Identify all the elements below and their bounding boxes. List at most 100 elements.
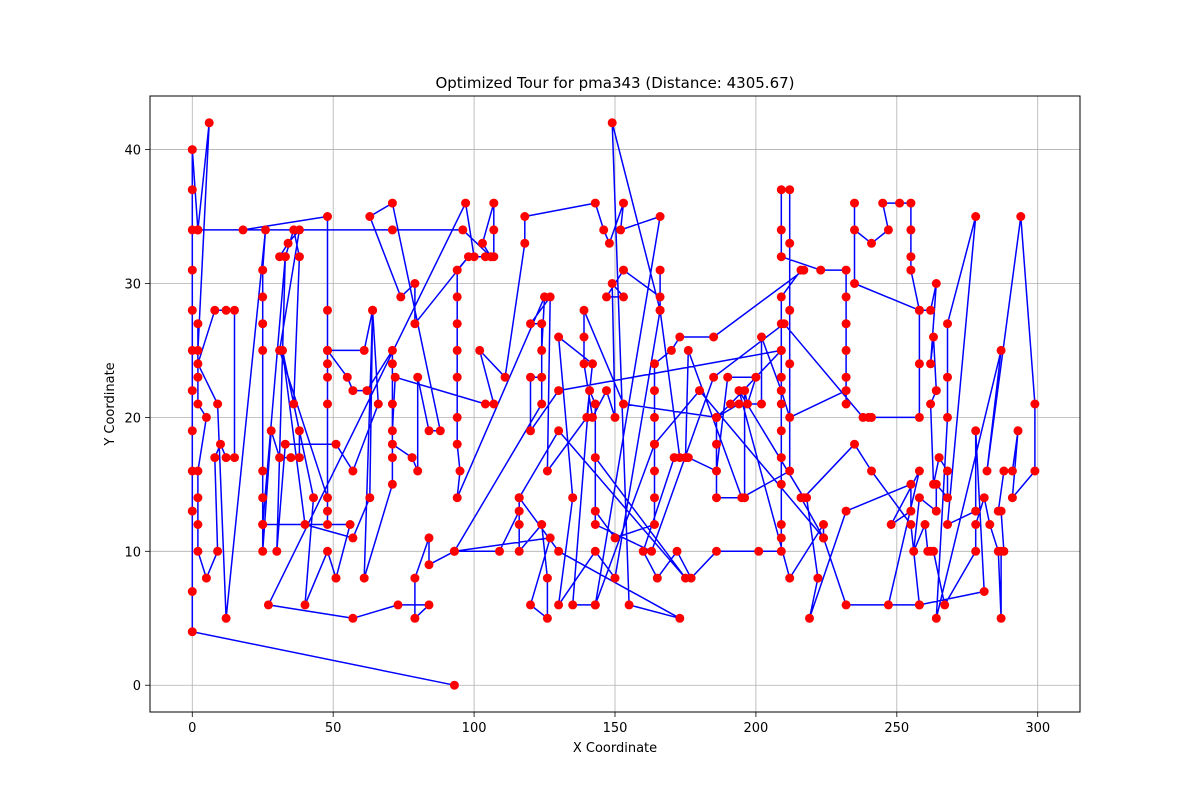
city-point	[579, 359, 589, 369]
city-point	[410, 319, 420, 329]
city-point	[410, 279, 420, 288]
city-point	[979, 493, 989, 503]
city-point	[258, 265, 268, 275]
city-point	[582, 412, 592, 422]
city-point	[387, 426, 397, 436]
city-point	[187, 386, 197, 396]
city-point	[675, 453, 685, 463]
city-point	[424, 533, 434, 543]
city-point	[362, 386, 372, 396]
city-point	[650, 520, 659, 529]
city-point	[776, 372, 786, 382]
city-point	[213, 399, 223, 409]
city-point	[258, 493, 268, 503]
city-point	[520, 238, 530, 248]
city-point	[213, 546, 223, 556]
city-point	[489, 225, 499, 235]
city-point	[348, 466, 358, 476]
city-point	[619, 292, 628, 302]
city-point	[396, 292, 406, 302]
city-point	[841, 506, 851, 516]
y-tick-label: 10	[124, 545, 141, 560]
city-point	[906, 506, 916, 516]
city-point	[331, 439, 341, 449]
city-point	[971, 506, 981, 516]
city-point	[323, 493, 332, 503]
city-point	[655, 292, 665, 302]
city-point	[841, 372, 851, 382]
city-point	[193, 372, 203, 382]
city-point	[850, 279, 859, 288]
city-point	[435, 426, 445, 436]
city-point	[216, 439, 225, 449]
city-point	[193, 359, 203, 369]
city-point	[537, 372, 547, 382]
x-tick-label: 250	[884, 721, 909, 736]
city-point	[776, 546, 786, 556]
city-point	[230, 305, 239, 315]
city-point	[638, 546, 648, 556]
city-point	[785, 305, 795, 315]
city-point	[475, 345, 485, 355]
city-point	[393, 600, 403, 610]
city-point	[799, 493, 809, 503]
city-point	[348, 613, 358, 623]
city-point	[655, 265, 665, 275]
city-point	[650, 386, 659, 396]
city-point	[193, 493, 203, 503]
y-axis-label: Y Coordinate	[103, 362, 118, 446]
city-point	[979, 587, 989, 596]
city-point	[323, 305, 332, 315]
city-point	[590, 399, 600, 409]
city-point	[712, 439, 721, 449]
city-point	[1007, 466, 1017, 476]
city-point	[387, 399, 397, 409]
city-point	[886, 520, 896, 529]
city-point	[619, 265, 628, 275]
city-point	[187, 506, 197, 516]
city-point	[971, 212, 981, 221]
city-point	[712, 412, 721, 422]
city-point	[489, 252, 499, 262]
city-point	[934, 453, 944, 463]
city-point	[982, 466, 992, 476]
city-point	[258, 319, 268, 329]
city-point	[342, 372, 352, 382]
city-point	[906, 225, 916, 235]
city-point	[387, 439, 397, 449]
city-point	[610, 412, 620, 422]
city-point	[514, 546, 524, 556]
city-point	[709, 332, 719, 342]
city-point	[514, 520, 524, 529]
city-point	[373, 399, 383, 409]
city-point	[452, 319, 462, 329]
city-point	[712, 493, 721, 503]
city-point	[514, 493, 524, 503]
city-point	[554, 600, 564, 610]
city-point	[931, 386, 941, 396]
city-point	[323, 372, 332, 382]
city-point	[929, 546, 938, 556]
city-point	[993, 506, 1003, 516]
city-point	[542, 573, 552, 583]
city-point	[537, 319, 547, 329]
city-point	[723, 372, 733, 382]
city-point	[590, 453, 600, 463]
city-point	[280, 252, 290, 262]
x-tick-label: 200	[743, 721, 768, 736]
city-point	[590, 546, 600, 556]
city-point	[650, 439, 659, 449]
city-point	[294, 426, 304, 436]
city-point	[931, 506, 941, 516]
city-point	[850, 439, 859, 449]
city-point	[210, 305, 220, 315]
city-point	[390, 372, 400, 382]
city-point	[526, 372, 535, 382]
city-point	[841, 319, 851, 329]
city-point	[410, 613, 420, 623]
city-point	[258, 520, 268, 529]
city-point	[201, 573, 211, 583]
city-point	[757, 399, 766, 409]
city-point	[258, 466, 268, 476]
city-point	[737, 493, 747, 503]
